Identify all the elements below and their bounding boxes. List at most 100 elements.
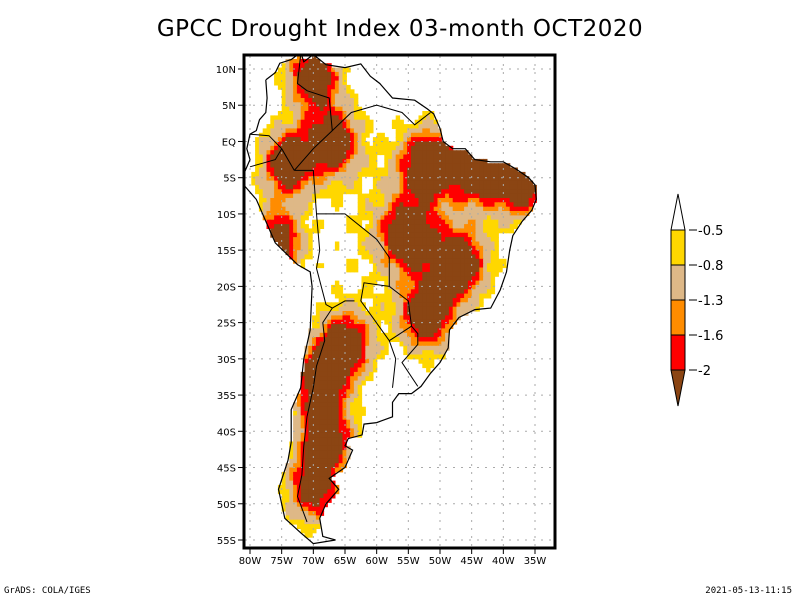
drought-cell bbox=[270, 202, 275, 208]
drought-cell bbox=[327, 189, 332, 195]
drought-cell bbox=[391, 176, 397, 182]
drought-cell bbox=[293, 402, 298, 408]
drought-cell bbox=[300, 258, 306, 264]
drought-cell bbox=[327, 471, 332, 477]
drought-cell bbox=[418, 176, 423, 182]
drought-cell bbox=[517, 206, 522, 212]
drought-cell bbox=[293, 176, 298, 182]
drought-cell bbox=[407, 354, 412, 360]
drought-cell bbox=[460, 241, 465, 247]
drought-cell bbox=[262, 128, 268, 134]
drought-cell bbox=[262, 198, 268, 203]
drought-cell bbox=[350, 119, 355, 125]
drought-cell bbox=[315, 493, 321, 499]
drought-cell bbox=[433, 337, 439, 342]
drought-cell bbox=[304, 350, 309, 356]
drought-cell bbox=[357, 419, 363, 425]
drought-cell bbox=[308, 345, 313, 351]
drought-cell bbox=[308, 76, 313, 82]
drought-cell bbox=[296, 132, 302, 138]
drought-cell bbox=[464, 241, 469, 247]
drought-cell bbox=[376, 150, 382, 156]
drought-cell bbox=[391, 306, 397, 312]
drought-cell bbox=[452, 315, 458, 321]
drought-cell bbox=[418, 154, 423, 160]
drought-cell bbox=[319, 467, 325, 473]
drought-cell bbox=[296, 102, 302, 108]
drought-cell bbox=[293, 158, 298, 164]
drought-cell bbox=[426, 311, 431, 316]
drought-cell bbox=[266, 145, 271, 151]
drought-cell bbox=[494, 224, 499, 229]
drought-cell bbox=[452, 250, 458, 256]
drought-cell bbox=[372, 154, 378, 160]
drought-cell bbox=[445, 145, 450, 151]
lon-tick-label: 80W bbox=[239, 556, 262, 567]
drought-cell bbox=[258, 198, 264, 203]
drought-cell bbox=[350, 363, 355, 369]
drought-cell bbox=[308, 458, 313, 464]
drought-cell bbox=[380, 311, 385, 316]
drought-cell bbox=[403, 145, 408, 151]
drought-cell bbox=[296, 458, 302, 464]
drought-cell bbox=[380, 180, 385, 186]
drought-cell bbox=[323, 63, 328, 69]
drought-cell bbox=[346, 145, 351, 151]
drought-cell bbox=[388, 158, 393, 164]
drought-cell bbox=[353, 367, 359, 373]
drought-cell bbox=[418, 128, 423, 134]
drought-cell bbox=[312, 432, 317, 438]
drought-cell bbox=[391, 332, 397, 338]
lat-tick-label: 30S bbox=[217, 355, 236, 366]
drought-cell bbox=[304, 402, 309, 408]
drought-cell bbox=[437, 345, 442, 351]
drought-cell bbox=[308, 80, 313, 86]
drought-cell bbox=[418, 211, 423, 216]
drought-cell bbox=[494, 211, 499, 216]
drought-cell bbox=[460, 276, 465, 282]
drought-cell bbox=[483, 171, 488, 177]
drought-cell bbox=[403, 237, 408, 242]
drought-cell bbox=[319, 84, 325, 90]
drought-cell bbox=[445, 315, 450, 321]
drought-cell bbox=[289, 206, 294, 212]
drought-cell bbox=[456, 154, 461, 160]
drought-cell bbox=[395, 289, 401, 295]
drought-cell bbox=[289, 106, 294, 112]
drought-cell bbox=[369, 367, 374, 373]
drought-cell bbox=[338, 324, 344, 329]
drought-cell bbox=[410, 202, 416, 208]
drought-cell bbox=[365, 284, 370, 290]
drought-cell bbox=[399, 150, 404, 156]
drought-cell bbox=[441, 245, 446, 251]
drought-cell bbox=[422, 241, 427, 247]
drought-cell bbox=[486, 258, 492, 264]
grid-lines bbox=[245, 56, 554, 547]
drought-cell bbox=[315, 137, 321, 142]
drought-cell bbox=[296, 124, 302, 129]
drought-cell bbox=[429, 306, 435, 312]
drought-cell bbox=[429, 219, 435, 225]
drought-cell bbox=[513, 189, 518, 195]
drought-cell bbox=[380, 271, 385, 277]
drought-cell bbox=[414, 258, 420, 264]
drought-cell bbox=[384, 345, 389, 351]
colorbar-top-arrow bbox=[670, 193, 686, 231]
drought-cell bbox=[494, 228, 499, 234]
drought-cell bbox=[410, 219, 416, 225]
drought-cell bbox=[464, 228, 469, 234]
drought-cell bbox=[426, 345, 431, 351]
drought-cell bbox=[304, 63, 309, 69]
drought-cell bbox=[327, 441, 332, 447]
drought-cell bbox=[300, 398, 306, 403]
drought-cell bbox=[357, 302, 363, 308]
drought-fill-layer bbox=[251, 56, 537, 538]
drought-cell bbox=[426, 198, 431, 203]
drought-cell bbox=[304, 102, 309, 108]
drought-cell bbox=[293, 115, 298, 121]
drought-cell bbox=[384, 341, 389, 347]
drought-cell bbox=[410, 132, 416, 138]
drought-cell bbox=[395, 306, 401, 312]
drought-cell bbox=[407, 150, 412, 156]
drought-cell bbox=[429, 271, 435, 277]
